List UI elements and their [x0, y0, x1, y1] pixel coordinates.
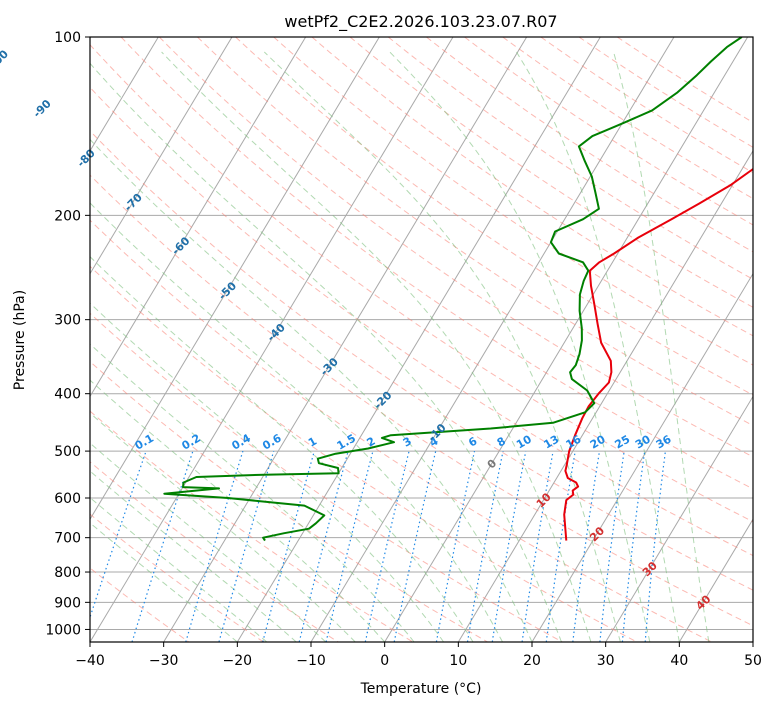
- y-tick-label: 400: [54, 387, 81, 403]
- mixing-ratio-line: [185, 450, 244, 642]
- dry-adiabat: [540, 37, 753, 174]
- x-tick-label: 20: [523, 653, 541, 669]
- x-tick-label: −30: [149, 653, 179, 669]
- dry-adiabat: [197, 37, 753, 427]
- dry-adiabat: [311, 37, 753, 337]
- y-tick-label: 500: [54, 444, 81, 460]
- moist-adiabat: [90, 138, 533, 642]
- axes: −40 −30 −20 −10 0 10 20 30 40 50 100 200 300 400 500 60…: [45, 30, 762, 669]
- y-tick-label: 600: [54, 491, 81, 507]
- mixing-ratio-line: [521, 450, 554, 642]
- moist-adiabat: [90, 470, 297, 642]
- moist-adiabat: [90, 496, 268, 642]
- mixing-ratio-line: [90, 450, 147, 619]
- isotherm-line: [90, 37, 380, 521]
- dry-adiabat: [426, 37, 753, 253]
- y-axis-title: Pressure (hPa): [12, 290, 28, 390]
- temperature-profile: [563, 167, 753, 541]
- x-tick-label: 0: [380, 653, 389, 669]
- moist-adiabat: [90, 202, 503, 642]
- dry-adiabat: [90, 130, 753, 591]
- moist-adiabat: [613, 51, 710, 642]
- x-tick-label: 10: [449, 653, 467, 669]
- mixing-ratio-line: [545, 451, 576, 642]
- x-tick-label: −10: [296, 653, 326, 669]
- plot-area: [90, 37, 753, 642]
- isotherm-line: [90, 37, 307, 398]
- isotherm-line: [90, 37, 454, 642]
- moist-adiabat: [389, 51, 651, 642]
- x-tick-label: 30: [597, 653, 615, 669]
- mixing-ratio-line: [131, 450, 194, 642]
- moist-adiabat: [90, 343, 415, 642]
- mixing-ratio-line: [599, 451, 625, 642]
- dry-adiabat: [90, 174, 753, 627]
- dry-adiabat: [158, 37, 753, 458]
- moist-adiabat: [90, 302, 445, 642]
- plot-frame: [89, 36, 754, 643]
- moist-adiabat: [161, 51, 592, 642]
- dry-adiabat: [90, 44, 753, 523]
- x-tick-label: −20: [223, 653, 253, 669]
- dry-adiabat: [90, 86, 753, 557]
- moist-adiabat: [90, 255, 474, 642]
- y-tick-label: 800: [54, 565, 81, 581]
- dry-adiabat: [235, 37, 753, 396]
- x-tick-label: 40: [670, 653, 688, 669]
- mixing-ratio-line: [466, 450, 504, 642]
- x-axis-title: Temperature (°C): [360, 681, 482, 697]
- dry-adiabat: [120, 37, 753, 490]
- moist-adiabat: [90, 62, 562, 642]
- moist-adiabat: [90, 442, 327, 642]
- mixing-ratio-line: [644, 451, 666, 642]
- y-tick-label: 900: [54, 595, 81, 611]
- isotherm-line: [457, 149, 753, 642]
- dry-adiabat: [90, 219, 712, 642]
- isotherm-line: [90, 37, 233, 275]
- x-tick-label: 50: [744, 653, 762, 669]
- mixing-ratio-line: [218, 450, 275, 642]
- dry-adiabat: [273, 37, 753, 366]
- moist-adiabat: [90, 412, 356, 642]
- isotherm-line: [605, 395, 753, 642]
- isotherm-line: [678, 518, 753, 642]
- isotherm-label: -100: [0, 47, 11, 76]
- y-tick-label: 200: [54, 208, 81, 224]
- dry-adiabat: [502, 37, 753, 200]
- mixing-ratio-line: [621, 451, 646, 642]
- isotherm-line: [384, 37, 749, 642]
- mixing-ratio-line: [491, 450, 527, 642]
- chart-title: wetPf2_C2E2.2026.103.23.07.R07: [284, 12, 557, 32]
- isotherm-line: [90, 37, 159, 152]
- y-tick-label: 700: [54, 531, 81, 547]
- isotherm-line: [236, 37, 601, 642]
- x-tick-label: −40: [75, 653, 105, 669]
- y-tick-label: 100: [54, 30, 81, 46]
- y-tick-label: 1000: [45, 622, 81, 638]
- y-tick-label: 300: [54, 313, 81, 329]
- dewpoint-profile: [163, 37, 743, 542]
- mixing-ratio-line: [572, 451, 601, 642]
- moist-adiabat: [516, 51, 680, 642]
- mixing-ratio-line: [435, 450, 476, 642]
